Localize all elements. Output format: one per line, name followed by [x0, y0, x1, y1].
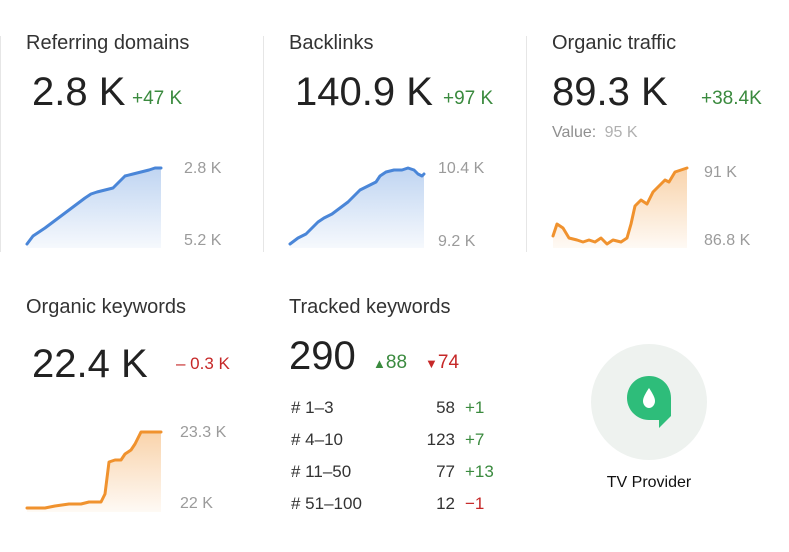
backlinks-chart	[288, 166, 426, 248]
keyword-range: # 11–50	[291, 462, 352, 481]
keyword-range: # 1–3	[291, 398, 334, 417]
tracked-keywords-row: # 1–3 58 +1	[291, 398, 511, 420]
organic-keywords-axis-bottom: 22 K	[180, 495, 213, 512]
tracked-keywords-up-value: 88	[385, 352, 408, 373]
keyword-range: # 4–10	[291, 430, 343, 449]
keyword-change: +7	[465, 430, 485, 449]
triangle-up-icon: ▲	[373, 356, 386, 371]
keyword-change: +1	[465, 398, 485, 417]
referring-domains-axis-top: 2.8 K	[184, 160, 222, 177]
keyword-change: −1	[465, 494, 485, 513]
organic-keywords-delta: – 0.3 K	[176, 354, 230, 373]
tracked-keywords-title: Tracked keywords	[289, 296, 451, 318]
organic-traffic-value-label: Value:	[552, 124, 597, 141]
tracked-keywords-row: # 51–100 12 −1	[291, 494, 511, 516]
tv-provider-avatar[interactable]	[591, 344, 707, 460]
referring-domains-delta: +47 K	[132, 88, 183, 109]
divider-2	[263, 36, 264, 252]
referring-domains-axis-bottom: 5.2 K	[184, 232, 222, 249]
tv-provider-label: TV Provider	[606, 474, 692, 491]
tracked-keywords-down: ▼74	[425, 352, 459, 374]
organic-keywords-title: Organic keywords	[26, 296, 187, 318]
tracked-keywords-row: # 11–50 77 +13	[291, 462, 511, 484]
backlinks-value: 140.9 K	[295, 70, 433, 114]
organic-keywords-chart	[25, 430, 163, 512]
divider-1	[0, 36, 1, 252]
organic-traffic-value: 89.3 K	[552, 70, 668, 114]
organic-keywords-card[interactable]: Organic keywords 22.4 K – 0.3 K 23.3 K 2…	[0, 270, 263, 552]
backlinks-axis-bottom: 9.2 K	[438, 233, 476, 250]
referring-domains-card[interactable]: Referring domains 2.8 K +47 K 2.8 K 5.2 …	[0, 0, 263, 260]
tracked-keywords-down-value: 74	[437, 352, 460, 373]
referring-domains-chart	[25, 166, 163, 248]
organic-traffic-title: Organic traffic	[552, 32, 677, 54]
location-pin-icon	[627, 376, 671, 428]
referring-domains-title: Referring domains	[26, 32, 190, 54]
tracked-keywords-value: 290	[289, 334, 356, 378]
divider-3	[526, 36, 527, 252]
backlinks-card[interactable]: Backlinks 140.9 K +97 K 10.4 K 9.2 K	[263, 0, 526, 260]
backlinks-delta: +97 K	[443, 88, 494, 109]
organic-traffic-delta: +38.4K	[701, 88, 762, 109]
organic-traffic-axis-top: 91 K	[704, 164, 737, 181]
keyword-count: 58	[436, 398, 455, 417]
organic-traffic-axis-bottom: 86.8 K	[704, 232, 751, 249]
keyword-count: 12	[436, 494, 455, 513]
organic-traffic-value-line: Value: 95 K	[552, 124, 638, 142]
backlinks-axis-top: 10.4 K	[438, 160, 485, 177]
organic-traffic-chart	[551, 166, 689, 248]
organic-keywords-axis-top: 23.3 K	[180, 424, 227, 441]
organic-traffic-value-amount: 95 K	[604, 124, 638, 141]
tracked-keywords-card[interactable]: Tracked keywords 290 ▲88 ▼74 # 1–3 58 +1…	[263, 270, 526, 552]
referring-domains-value: 2.8 K	[32, 70, 126, 114]
keyword-change: +13	[465, 462, 494, 481]
organic-keywords-value: 22.4 K	[32, 342, 148, 386]
organic-traffic-card[interactable]: Organic traffic 89.3 K +38.4K Value: 95 …	[526, 0, 789, 260]
keyword-range: # 51–100	[291, 494, 362, 513]
keyword-count: 77	[436, 462, 455, 481]
triangle-down-icon: ▼	[425, 356, 438, 371]
keyword-count: 123	[426, 430, 455, 449]
tracked-keywords-row: # 4–10 123 +7	[291, 430, 511, 452]
tracked-keywords-up: ▲88	[373, 352, 407, 374]
backlinks-title: Backlinks	[289, 32, 374, 54]
